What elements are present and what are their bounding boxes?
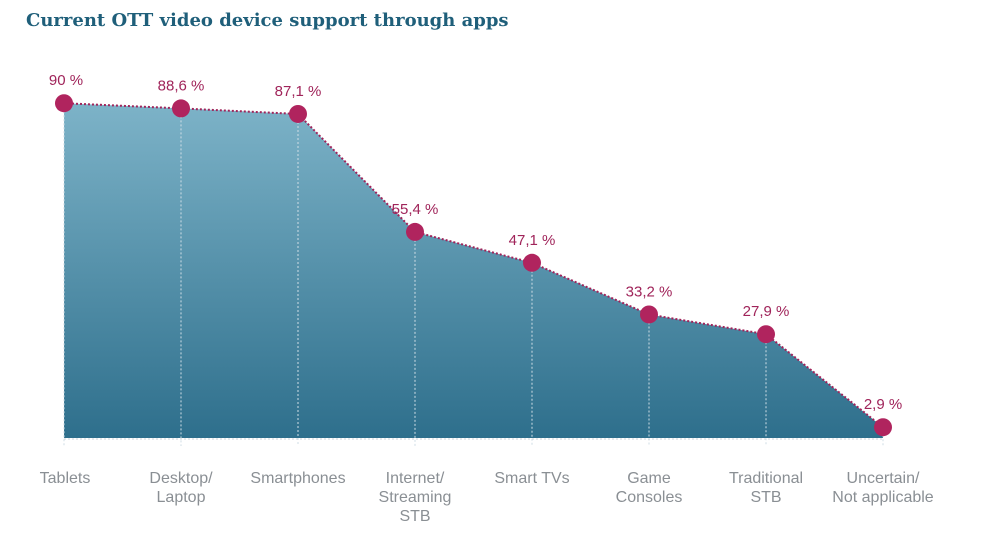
- data-point-marker: [172, 99, 190, 118]
- series-line: [63, 102, 884, 428]
- data-point-marker: [640, 305, 658, 324]
- data-label: 47,1 %: [509, 232, 556, 249]
- data-label: 55,4 %: [392, 201, 439, 218]
- data-label: 2,9 %: [864, 396, 902, 413]
- data-point-marker: [757, 325, 775, 344]
- data-label: 33,2 %: [626, 283, 673, 300]
- chart-title: Current OTT video device support through…: [26, 10, 509, 31]
- x-tick-label: Desktop/Laptop: [149, 470, 213, 506]
- data-point-marker: [55, 94, 73, 113]
- data-point-marker: [523, 253, 541, 272]
- area-fill: [64, 103, 883, 438]
- x-tick-label: Game Consoles: [616, 470, 683, 506]
- x-tick-label: Tablets: [40, 470, 91, 487]
- data-label: 27,9 %: [743, 303, 790, 320]
- data-point-marker: [406, 222, 424, 241]
- x-tick-label: Uncertain/Not applicable: [832, 470, 934, 506]
- x-tick-label: Smart TVs: [494, 470, 569, 487]
- data-point-marker: [289, 104, 307, 123]
- data-label: 88,6 %: [158, 77, 205, 94]
- x-tick-label: Smartphones: [250, 470, 345, 487]
- x-tick-label: Internet/Streaming STB: [379, 470, 452, 525]
- data-point-marker: [874, 418, 892, 437]
- data-label: 87,1 %: [275, 83, 322, 100]
- data-label: 90 %: [49, 72, 83, 89]
- x-tick-label: Traditional STB: [729, 470, 803, 506]
